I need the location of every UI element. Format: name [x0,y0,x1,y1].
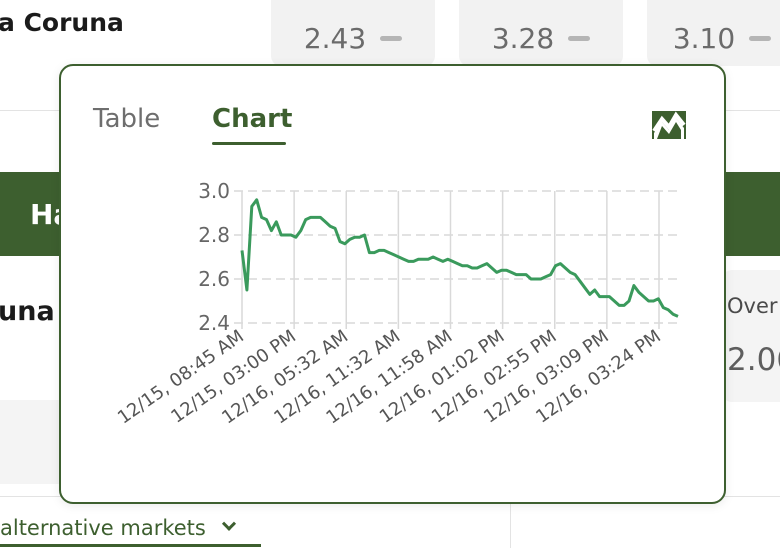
market-row-background [0,400,60,484]
odds-button-away[interactable]: 3.10 [647,0,780,66]
over-odds-button[interactable] [722,270,780,402]
odds-series-line [240,198,679,318]
team-name-market: una [0,296,55,327]
odds-value-home: 2.43 [303,21,367,55]
tab-chart[interactable]: Chart [212,104,293,134]
odds-value-draw: 3.28 [491,21,555,55]
y-tick-label: 3.0 [198,179,230,203]
odds-value-away: 3.10 [672,21,736,55]
odds-button-home[interactable]: 2.43 [271,0,435,66]
odds-button-draw[interactable]: 3.28 [459,0,623,66]
odds-trend-flat-icon [380,35,403,41]
y-tick-label: 2.4 [198,311,230,335]
chart-line-icon[interactable] [649,106,689,142]
chevron-down-icon [221,516,236,531]
section-header-band [0,172,60,256]
y-tick-label: 2.8 [198,223,230,247]
alternative-markets-underline [0,544,261,547]
over-odds-value: 2.06 [727,342,780,378]
tab-table[interactable]: Table [93,104,161,134]
section-header-band [724,172,780,256]
over-label: Over [727,294,778,318]
team-name-home: a Coruna [0,8,124,37]
y-tick-label: 2.6 [198,267,230,291]
odds-history-popover: Table Chart 2.4 2.6 2.8 3.0 12/15, 08:45 AM 1… [59,64,726,504]
odds-trend-flat-icon [568,35,591,41]
alternative-markets-label: alternative markets [0,516,206,540]
active-tab-indicator [212,142,286,145]
divider [510,496,511,548]
alternative-markets-toggle[interactable]: alternative markets [0,516,236,540]
odds-trend-flat-icon [749,35,772,41]
